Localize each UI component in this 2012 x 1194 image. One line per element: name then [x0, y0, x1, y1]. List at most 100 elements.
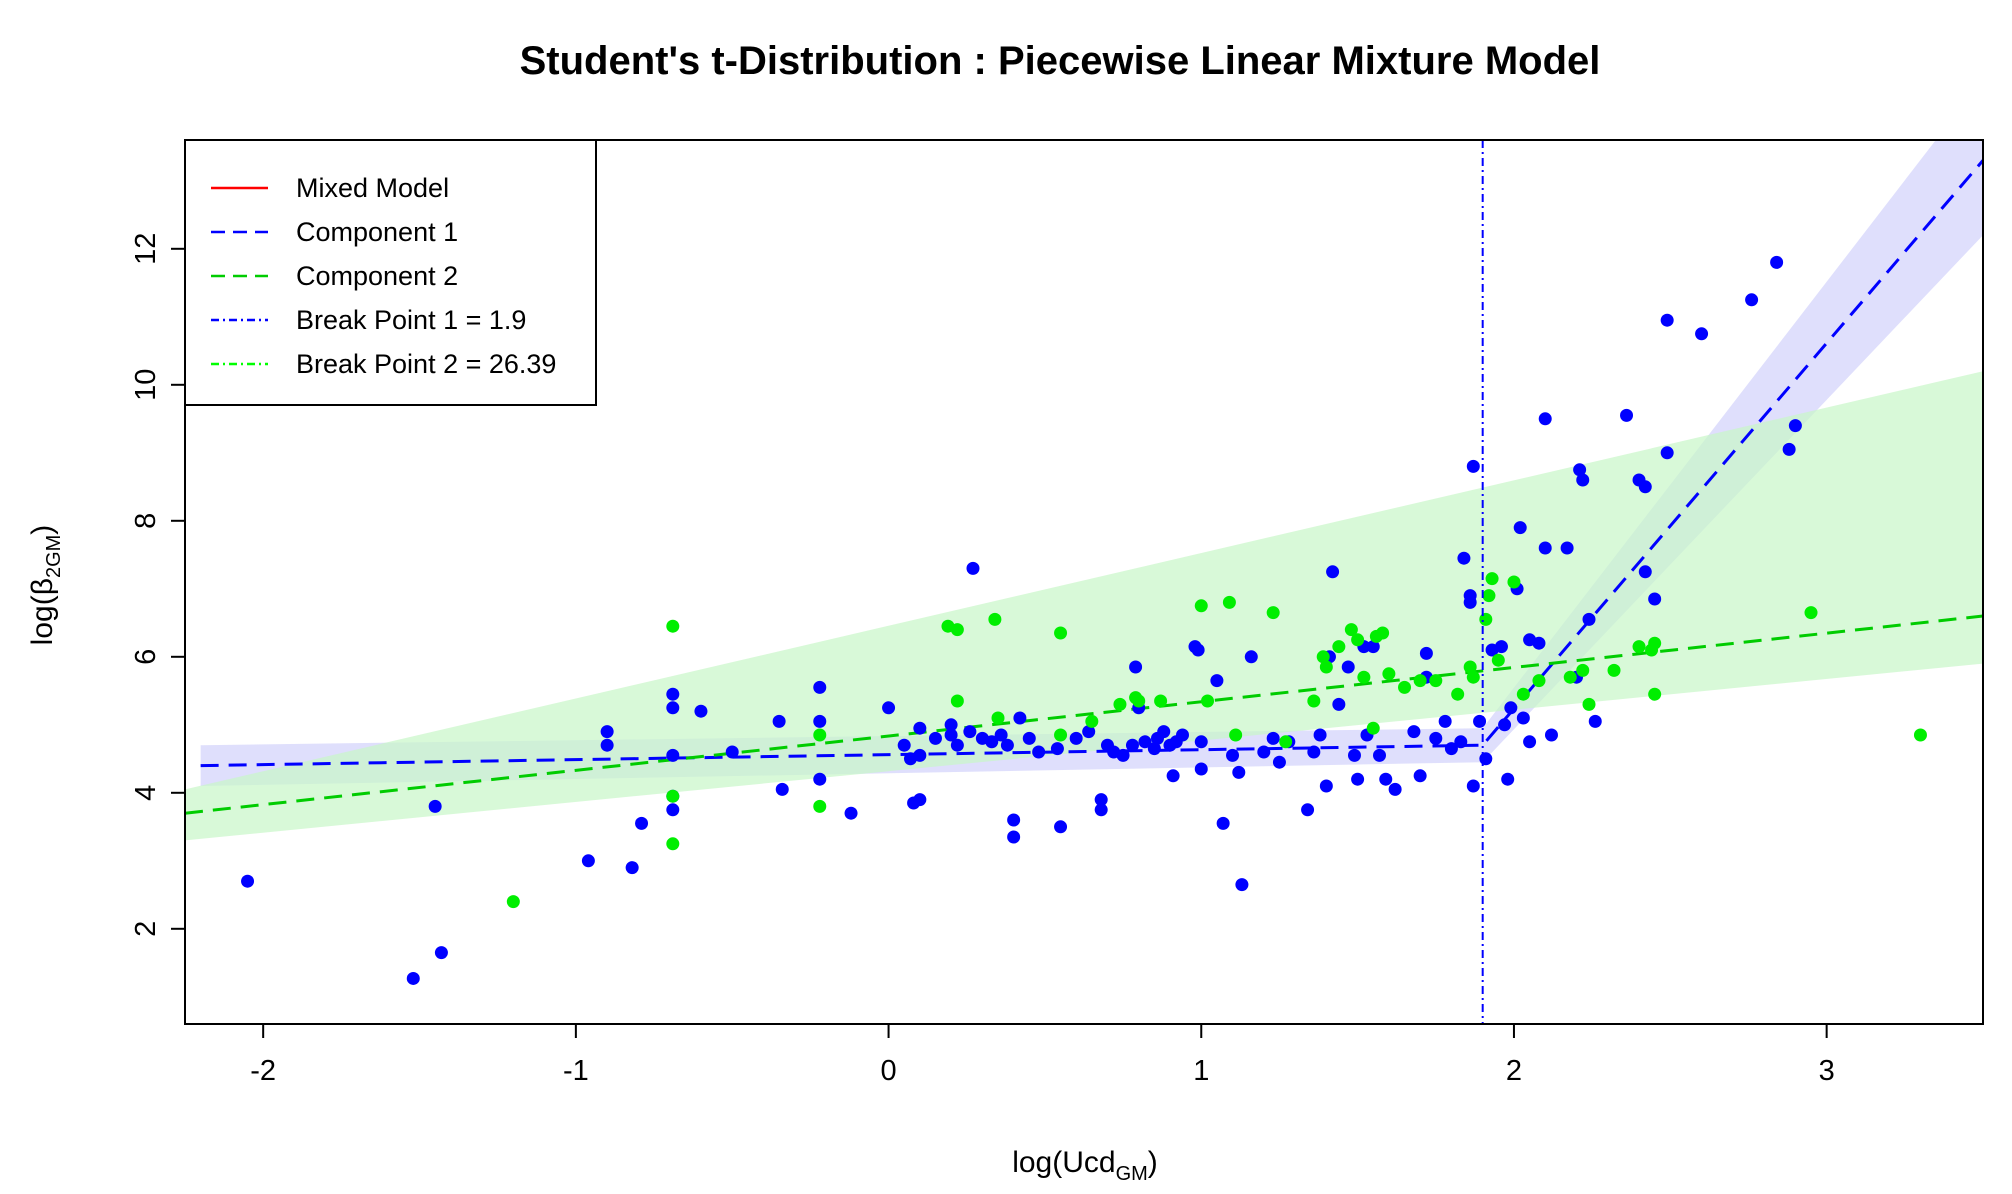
data-point-component-1	[1210, 674, 1224, 688]
data-point-component-1	[913, 748, 927, 762]
data-point-component-1	[1560, 541, 1574, 555]
data-point-component-2	[1563, 670, 1577, 684]
data-point-component-2	[1466, 670, 1480, 684]
data-point-component-1	[1538, 412, 1552, 426]
data-point-component-1	[666, 803, 680, 817]
data-point-component-1	[1301, 803, 1315, 817]
fit-line-component-1	[200, 159, 1983, 768]
data-point-component-1	[1366, 640, 1380, 654]
data-point-component-1	[694, 704, 708, 718]
data-point-component-1	[1463, 595, 1477, 609]
data-point-component-1	[1226, 748, 1240, 762]
data-point-component-2	[666, 789, 680, 803]
plot-frame	[184, 139, 1984, 1025]
data-point-component-1	[1438, 714, 1452, 728]
legend-label: Component 1	[296, 217, 458, 247]
data-point-component-2	[1319, 660, 1333, 674]
data-point-component-2	[1429, 674, 1443, 688]
data-point-component-1	[581, 854, 595, 868]
data-point-component-1	[944, 728, 958, 742]
data-point-component-1	[1523, 735, 1537, 749]
data-point-component-2	[1632, 640, 1646, 654]
y-axis-label-close: )	[26, 525, 59, 535]
data-point-component-1	[1266, 731, 1280, 745]
data-point-component-1	[1745, 293, 1759, 307]
data-point-component-1	[1326, 565, 1340, 579]
data-point-component-1	[1272, 755, 1286, 769]
x-axis-label-main: log(Ucd	[1012, 1146, 1115, 1179]
data-point-component-1	[1532, 636, 1546, 650]
data-point-component-1	[625, 861, 639, 875]
data-point-component-2	[1913, 728, 1927, 742]
data-point-component-1	[1129, 660, 1143, 674]
data-point-component-2	[1132, 694, 1146, 708]
y-axis-label-sub: 2GM	[43, 535, 65, 578]
data-point-component-2	[1351, 633, 1365, 647]
data-point-component-1	[994, 728, 1008, 742]
data-point-component-1	[1466, 459, 1480, 473]
data-point-component-2	[1366, 721, 1380, 735]
data-point-component-1	[241, 874, 255, 888]
x-axis-label-sub: GM	[1116, 1163, 1148, 1185]
y-tick-label: 4	[130, 785, 162, 801]
data-point-component-1	[1473, 714, 1487, 728]
data-point-component-2	[1376, 626, 1390, 640]
data-point-component-2	[1398, 680, 1412, 694]
data-point-component-1	[1770, 255, 1784, 269]
data-point-component-1	[1504, 701, 1518, 715]
data-point-component-1	[944, 718, 958, 732]
fit-lines	[185, 159, 1983, 815]
data-point-component-1	[1648, 592, 1662, 606]
data-point-component-1	[1498, 718, 1512, 732]
legend-label: Break Point 2 = 26.39	[296, 349, 556, 379]
data-point-component-1	[897, 738, 911, 752]
data-point-component-1	[1319, 779, 1333, 793]
data-point-component-1	[1157, 725, 1171, 739]
data-point-component-1	[1501, 772, 1515, 786]
data-point-component-2	[1491, 653, 1505, 667]
data-point-component-1	[966, 561, 980, 575]
data-point-component-2	[950, 623, 964, 637]
data-point-component-1	[666, 748, 680, 762]
data-point-component-1	[1407, 725, 1421, 739]
data-point-component-1	[1257, 745, 1271, 759]
data-point-component-1	[406, 971, 420, 985]
data-point-component-1	[963, 725, 977, 739]
data-point-component-1	[1788, 419, 1802, 433]
data-point-component-1	[1094, 793, 1108, 807]
x-axis-label: log(UcdGM)	[1012, 1146, 1158, 1185]
data-point-component-2	[1532, 674, 1546, 688]
data-point-component-1	[666, 687, 680, 701]
data-point-component-1	[1191, 643, 1205, 657]
data-point-component-1	[600, 725, 614, 739]
data-point-component-1	[1013, 711, 1027, 725]
y-tick-label: 6	[130, 649, 162, 665]
data-point-component-1	[813, 772, 827, 786]
data-point-component-1	[1782, 442, 1796, 456]
data-point-component-1	[1069, 731, 1083, 745]
x-tick-label: -2	[250, 1055, 276, 1087]
data-point-component-2	[813, 728, 827, 742]
data-point-component-2	[1201, 694, 1215, 708]
data-point-component-2	[1222, 595, 1236, 609]
y-tick-label: 8	[130, 513, 162, 529]
data-point-component-1	[1054, 820, 1068, 834]
data-point-component-2	[988, 612, 1002, 626]
data-point-component-1	[882, 701, 896, 715]
data-point-component-1	[1454, 735, 1468, 749]
confidence-band-2	[185, 371, 1983, 841]
data-point-component-1	[1138, 735, 1152, 749]
data-point-component-1	[1638, 565, 1652, 579]
data-point-component-1	[1620, 408, 1634, 422]
data-point-component-1	[1582, 612, 1596, 626]
data-point-component-1	[913, 793, 927, 807]
data-point-component-2	[1332, 640, 1346, 654]
data-point-component-2	[1516, 687, 1530, 701]
data-point-component-1	[1175, 728, 1189, 742]
data-point-component-2	[1154, 694, 1168, 708]
y-tick-label: 2	[130, 921, 162, 937]
data-point-component-2	[506, 895, 520, 909]
data-point-component-2	[1479, 612, 1493, 626]
data-point-component-2	[1451, 687, 1465, 701]
